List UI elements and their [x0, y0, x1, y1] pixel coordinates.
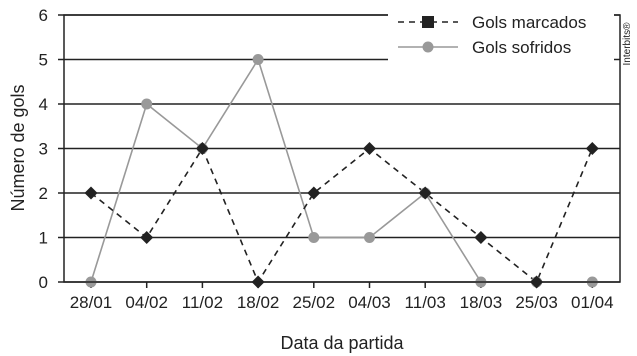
point-gols-marcados-18/03	[474, 231, 488, 244]
x-tick-label-25/02: 25/02	[293, 293, 336, 312]
x-tick-label-11/03: 11/03	[405, 293, 446, 312]
legend-label-gols-sofridos: Gols sofridos	[472, 38, 571, 57]
watermark: Interbits®	[622, 22, 633, 66]
y-tick-labels: 0 1 2 3 4 5 6	[39, 6, 48, 292]
y-tick-label-1: 1	[39, 229, 48, 248]
point-gols-marcados-28/01	[84, 186, 98, 200]
series-lines	[90, 57, 594, 284]
point-gols-sofridos-25/02	[308, 232, 320, 243]
plot-frame	[63, 14, 621, 283]
point-gols-marcados-11/03	[418, 186, 432, 200]
point-gols-marcados-01/04	[585, 142, 599, 155]
series-line-gols-sofridos	[90, 57, 593, 283]
y-tick-label-6: 6	[39, 6, 48, 25]
x-tick-labels: 28/01 04/02 11/02 18/02 25/02 04/03 11/03 18/03…	[70, 293, 614, 312]
point-gols-marcados-04/03	[363, 142, 376, 155]
x-tick-label-25/03: 25/03	[515, 293, 558, 312]
legend: Gols marcados Gols sofridos	[388, 9, 614, 61]
legend-marker-gols-marcados	[422, 16, 434, 28]
series-markers	[84, 54, 599, 289]
y-tick-label-3: 3	[39, 140, 48, 159]
point-gols-marcados-25/02	[307, 186, 321, 200]
x-tick-label-18/03: 18/03	[460, 293, 503, 312]
series-line-gols-marcados	[90, 146, 594, 284]
x-tick-label-28/01: 28/01	[70, 293, 113, 312]
point-gols-marcados-11/02	[195, 142, 209, 155]
x-tick-label-11/02: 11/02	[182, 293, 223, 312]
x-tick-label-04/02: 04/02	[125, 293, 168, 312]
point-gols-sofridos-04/02	[141, 98, 153, 110]
y-tick-label-5: 5	[39, 51, 48, 70]
y-tick-label-4: 4	[39, 95, 48, 114]
y-tick-label-2: 2	[39, 184, 48, 203]
x-axis-label: Data da partida	[280, 333, 404, 353]
legend-label-gols-marcados: Gols marcados	[472, 13, 586, 32]
x-tick-label-04/03: 04/03	[348, 293, 391, 312]
point-gols-marcados-04/02	[140, 231, 154, 244]
y-tick-label-0: 0	[39, 273, 48, 292]
point-gols-sofridos-18/02	[252, 54, 264, 65]
point-gols-sofridos-04/03	[364, 232, 375, 243]
legend-marker-gols-sofridos	[422, 41, 434, 53]
x-tick-label-18/02: 18/02	[237, 293, 280, 312]
y-axis-label: Número de gols	[8, 84, 28, 211]
x-tick-label-01/04: 01/04	[571, 293, 614, 312]
